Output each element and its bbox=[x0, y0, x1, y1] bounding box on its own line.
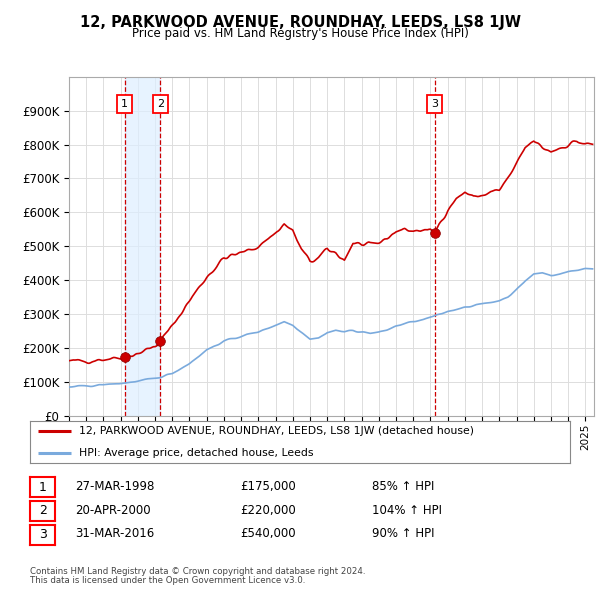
Text: 27-MAR-1998: 27-MAR-1998 bbox=[75, 480, 154, 493]
Text: 31-MAR-2016: 31-MAR-2016 bbox=[75, 527, 154, 540]
Text: 85% ↑ HPI: 85% ↑ HPI bbox=[372, 480, 434, 493]
Text: 104% ↑ HPI: 104% ↑ HPI bbox=[372, 504, 442, 517]
Text: 2: 2 bbox=[38, 504, 47, 517]
Text: £175,000: £175,000 bbox=[240, 480, 296, 493]
Text: 12, PARKWOOD AVENUE, ROUNDHAY, LEEDS, LS8 1JW (detached house): 12, PARKWOOD AVENUE, ROUNDHAY, LEEDS, LS… bbox=[79, 427, 473, 436]
Bar bbox=[125, 77, 160, 416]
Text: 90% ↑ HPI: 90% ↑ HPI bbox=[372, 527, 434, 540]
Text: Price paid vs. HM Land Registry's House Price Index (HPI): Price paid vs. HM Land Registry's House … bbox=[131, 27, 469, 40]
Text: 1: 1 bbox=[121, 99, 128, 109]
Text: 2: 2 bbox=[157, 99, 164, 109]
Text: 20-APR-2000: 20-APR-2000 bbox=[75, 504, 151, 517]
Text: 3: 3 bbox=[38, 528, 47, 541]
Text: Contains HM Land Registry data © Crown copyright and database right 2024.: Contains HM Land Registry data © Crown c… bbox=[30, 566, 365, 576]
Text: 1: 1 bbox=[38, 481, 47, 494]
Text: This data is licensed under the Open Government Licence v3.0.: This data is licensed under the Open Gov… bbox=[30, 576, 305, 585]
Text: 3: 3 bbox=[431, 99, 438, 109]
Text: £540,000: £540,000 bbox=[240, 527, 296, 540]
Text: 12, PARKWOOD AVENUE, ROUNDHAY, LEEDS, LS8 1JW: 12, PARKWOOD AVENUE, ROUNDHAY, LEEDS, LS… bbox=[79, 15, 521, 30]
Text: £220,000: £220,000 bbox=[240, 504, 296, 517]
Text: HPI: Average price, detached house, Leeds: HPI: Average price, detached house, Leed… bbox=[79, 448, 313, 457]
